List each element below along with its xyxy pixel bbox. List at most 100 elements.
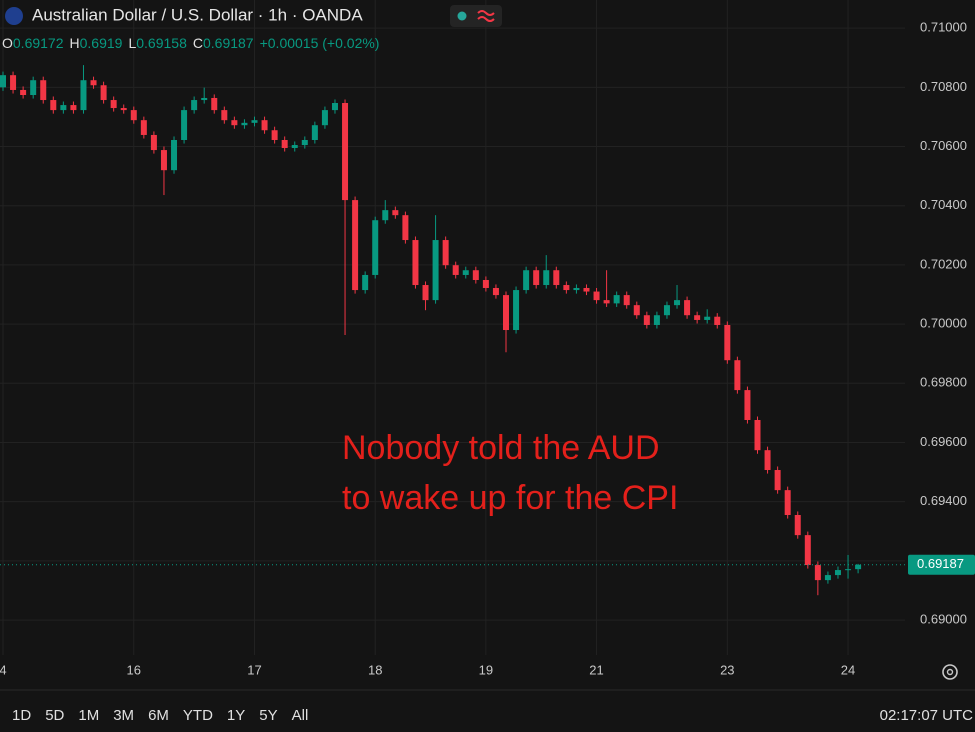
- candle-body: [40, 80, 47, 101]
- x-tick-label: 19: [479, 662, 493, 677]
- candle-body: [301, 139, 308, 146]
- candle-body: [422, 285, 429, 301]
- candle-body: [261, 120, 268, 131]
- candle-body: [623, 295, 630, 306]
- candle-body: [251, 120, 258, 123]
- ohlc-key: L: [128, 35, 136, 51]
- candle-body: [352, 200, 359, 291]
- flag-icon: [5, 7, 23, 25]
- candle-body: [160, 150, 167, 171]
- clock: 02:17:07 UTC: [880, 707, 974, 724]
- range-button[interactable]: 1Y: [227, 707, 245, 724]
- candle-body: [784, 490, 791, 516]
- candle-body: [342, 103, 349, 201]
- x-tick-label: 24: [841, 662, 855, 677]
- candle-body: [472, 270, 479, 280]
- candle-body: [714, 316, 721, 325]
- candle-body: [684, 300, 691, 316]
- candle-body: [663, 305, 670, 316]
- range-button[interactable]: 5Y: [259, 707, 277, 724]
- ohlc-value: 0.69187: [203, 35, 254, 51]
- y-tick-label: 0.69800: [920, 375, 967, 390]
- candle-body: [181, 110, 188, 140]
- candle-body: [814, 565, 821, 581]
- x-tick-label: 21: [589, 662, 603, 677]
- range-button[interactable]: 3M: [113, 707, 134, 724]
- candle-body: [311, 125, 318, 140]
- last-price-badge: [908, 554, 975, 575]
- annotation-line: Nobody told the AUD: [342, 429, 660, 467]
- x-tick-label: 23: [720, 662, 734, 677]
- candle-body: [80, 80, 87, 111]
- range-button[interactable]: 1M: [78, 707, 99, 724]
- settings-icon[interactable]: [942, 664, 958, 680]
- y-tick-label: 0.71000: [920, 20, 967, 35]
- candle-body: [492, 287, 499, 296]
- ohlc-value: 0.69158: [136, 35, 187, 51]
- candle-body: [291, 145, 298, 148]
- market-status-dot: [457, 11, 467, 21]
- candle-body: [130, 110, 137, 121]
- candle-body: [482, 279, 489, 288]
- candle-body: [201, 97, 208, 101]
- ohlc-key: H: [70, 35, 80, 51]
- range-button[interactable]: 1D: [12, 707, 31, 724]
- candle-body: [724, 324, 731, 361]
- candle-body: [674, 300, 681, 306]
- y-tick-label: 0.69400: [920, 493, 967, 508]
- y-tick-label: 0.70800: [920, 79, 967, 94]
- candle-body: [110, 100, 117, 109]
- ohlc-value: 0.6919: [80, 35, 123, 51]
- candle-body: [382, 210, 389, 221]
- candle-body: [503, 295, 509, 331]
- range-button[interactable]: All: [292, 707, 309, 724]
- y-tick-label: 0.70400: [920, 197, 967, 212]
- candle-body: [694, 315, 701, 320]
- candle-body: [331, 103, 338, 111]
- candle-body: [211, 97, 218, 111]
- candle-body: [20, 89, 27, 96]
- candle-body: [392, 210, 399, 216]
- candle-body: [191, 100, 198, 111]
- candle-body: [583, 287, 590, 292]
- candle-body: [30, 80, 37, 96]
- x-tick-label: 16: [127, 662, 141, 677]
- change: +0.00015 (+0.02%): [260, 35, 380, 51]
- candle-body: [643, 315, 650, 325]
- ohlc-key: O: [2, 35, 13, 51]
- candle-body: [241, 122, 248, 126]
- candle-body: [824, 575, 831, 581]
- candle-body: [90, 80, 97, 86]
- candle-body: [834, 570, 841, 576]
- y-tick-label: 0.70200: [920, 256, 967, 271]
- candle-body: [271, 130, 278, 140]
- symbol-title: Australian Dollar / U.S. Dollar · 1h · O…: [32, 5, 363, 24]
- candle-body: [653, 315, 660, 325]
- range-button[interactable]: YTD: [183, 707, 213, 724]
- candle-body: [452, 265, 459, 275]
- candle-body: [704, 316, 711, 320]
- candle-body: [372, 220, 379, 275]
- candle-body: [432, 240, 439, 301]
- annotation: Nobody told the AUD to wake up for the C…: [342, 429, 678, 517]
- candle-body: [593, 291, 600, 301]
- y-tick-label: 0.70600: [920, 138, 967, 153]
- gear-ring[interactable]: [942, 664, 958, 680]
- candle-body: [70, 105, 77, 111]
- y-tick-label: 0.69600: [920, 434, 967, 449]
- range-button[interactable]: 6M: [148, 707, 169, 724]
- annotation-line: to wake up for the CPI: [342, 479, 678, 517]
- gear-hub[interactable]: [946, 668, 954, 676]
- range-button[interactable]: 5D: [45, 707, 64, 724]
- candle-body: [412, 240, 419, 286]
- candle-body: [553, 270, 560, 286]
- ohlc-value: 0.69172: [13, 35, 64, 51]
- candle-body: [744, 390, 751, 420]
- candle-body: [50, 100, 57, 111]
- candle-body: [754, 419, 761, 451]
- last-price-label: 0.69187: [917, 556, 964, 571]
- candle-body: [171, 139, 178, 171]
- candle-body: [533, 270, 540, 286]
